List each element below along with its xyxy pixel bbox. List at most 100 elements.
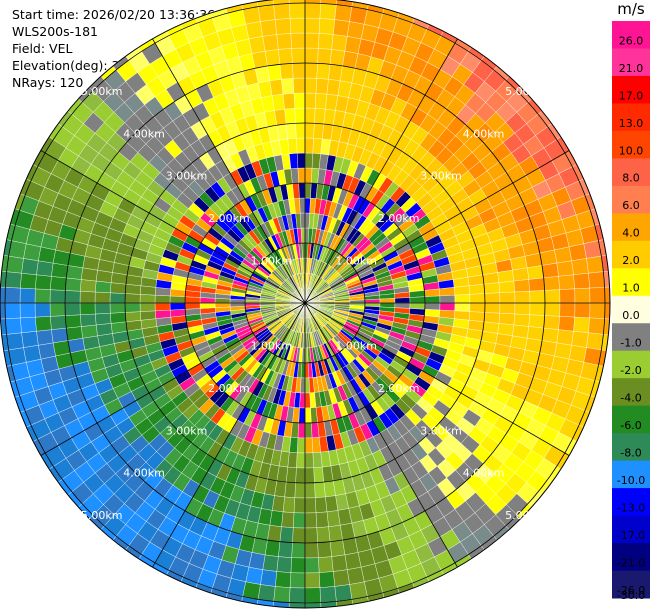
radar-gate — [499, 291, 516, 304]
radar-gate — [304, 437, 314, 454]
radar-gate — [304, 377, 310, 394]
radar-gate — [312, 451, 323, 468]
colorbar-swatch — [612, 460, 650, 489]
radar-gate — [36, 260, 54, 277]
radar-gate — [293, 92, 306, 109]
colorbar-label: 4.0 — [622, 227, 640, 240]
radar-gate — [468, 283, 485, 295]
radar-gate — [284, 481, 296, 498]
radar-gate — [543, 276, 560, 291]
radar-gate — [289, 2, 306, 19]
radar-gate — [304, 557, 320, 574]
radar-gate — [109, 292, 126, 304]
radar-gate — [468, 311, 485, 323]
colorbar-swatch — [612, 213, 650, 242]
radar-gate — [559, 288, 576, 304]
range-ring-label: 5.00km — [81, 509, 123, 522]
radar-gate — [94, 291, 111, 304]
radar-gate — [184, 302, 201, 310]
colorbar-label: -1.0 — [620, 337, 641, 350]
radar-gate — [298, 182, 306, 199]
colorbar-swatch — [612, 350, 650, 379]
radar-gate — [304, 47, 319, 64]
radar-gate — [110, 282, 127, 294]
radar-gate — [49, 302, 66, 317]
radar-gate — [257, 584, 276, 602]
radar-gate — [319, 586, 337, 603]
radar-gate — [574, 302, 591, 319]
colorbar-label: -30.0 — [617, 589, 645, 602]
radar-gate — [169, 302, 186, 311]
radar-gate — [573, 316, 590, 333]
radar-gate — [311, 437, 321, 453]
radar-gate — [289, 153, 299, 169]
radar-gate — [304, 602, 322, 609]
radar-gate — [439, 287, 455, 297]
colorbar-swatch — [612, 295, 650, 324]
colorbar-label: 21.0 — [619, 62, 644, 75]
radar-gate — [544, 302, 561, 317]
radar-gate — [329, 539, 346, 557]
radar-gate — [541, 262, 559, 279]
colorbar-swatch — [612, 21, 650, 49]
range-ring-label: 1.00km — [335, 339, 377, 352]
radar-gate — [304, 17, 321, 34]
radar-gate — [296, 152, 306, 169]
radar-gate — [304, 587, 321, 604]
radar-gate — [276, 33, 292, 50]
radar-gate — [483, 312, 500, 324]
radar-gate — [293, 512, 306, 529]
radar-gate — [439, 294, 456, 304]
radar-gate — [264, 539, 281, 557]
radar-gate — [170, 309, 186, 318]
radar-gate — [512, 267, 529, 282]
radar-gate — [281, 78, 295, 95]
range-ring-label: 1.00km — [335, 255, 377, 268]
radar-gate — [316, 63, 331, 80]
radar-gate — [288, 602, 306, 609]
range-ring-label: 4.00km — [123, 467, 165, 480]
radar-gate — [0, 302, 6, 320]
radar-gate — [318, 556, 334, 573]
radar-gate — [558, 274, 575, 290]
range-ring-label: 2.00km — [378, 382, 420, 395]
range-ring-label: 5.00km — [505, 509, 547, 522]
nrays-label: NRays: 120 — [12, 75, 84, 90]
radar-gate — [80, 313, 97, 327]
colorbar-swatch — [612, 515, 650, 544]
radar-gate — [260, 569, 277, 587]
colorbar-swatch — [612, 158, 650, 187]
radar-gate — [282, 496, 295, 513]
radar-gate — [588, 317, 605, 335]
colorbar-swatch — [612, 488, 650, 517]
radar-gate — [568, 243, 587, 261]
radar-gate — [21, 331, 39, 348]
colorbar-label: 26.0 — [619, 34, 644, 47]
radar-gate — [276, 556, 292, 573]
radar-gate — [49, 289, 66, 304]
radar-gate — [199, 302, 216, 309]
radar-gate — [315, 496, 328, 513]
radar-gate — [36, 329, 54, 346]
radar-gate — [454, 294, 471, 304]
radar-gate — [318, 571, 335, 588]
radar-gate — [20, 273, 37, 290]
radar-gate — [34, 288, 51, 304]
radar-gate — [589, 302, 606, 319]
radar-gate — [325, 495, 339, 513]
radar-gate — [304, 152, 314, 169]
radar-gate — [169, 295, 186, 304]
radar-gate — [298, 407, 306, 424]
radar-gate — [271, 93, 285, 111]
radar-gate — [453, 285, 470, 296]
radar-gate — [304, 2, 321, 19]
radar-gate — [304, 512, 317, 529]
field-label: Field: VEL — [12, 41, 73, 56]
radar-gate — [275, 571, 292, 588]
radar-gate — [155, 309, 171, 319]
radar-gate — [139, 302, 156, 312]
radar-gate — [278, 48, 293, 65]
radar-gate — [248, 36, 266, 54]
radar-gate — [50, 276, 67, 291]
